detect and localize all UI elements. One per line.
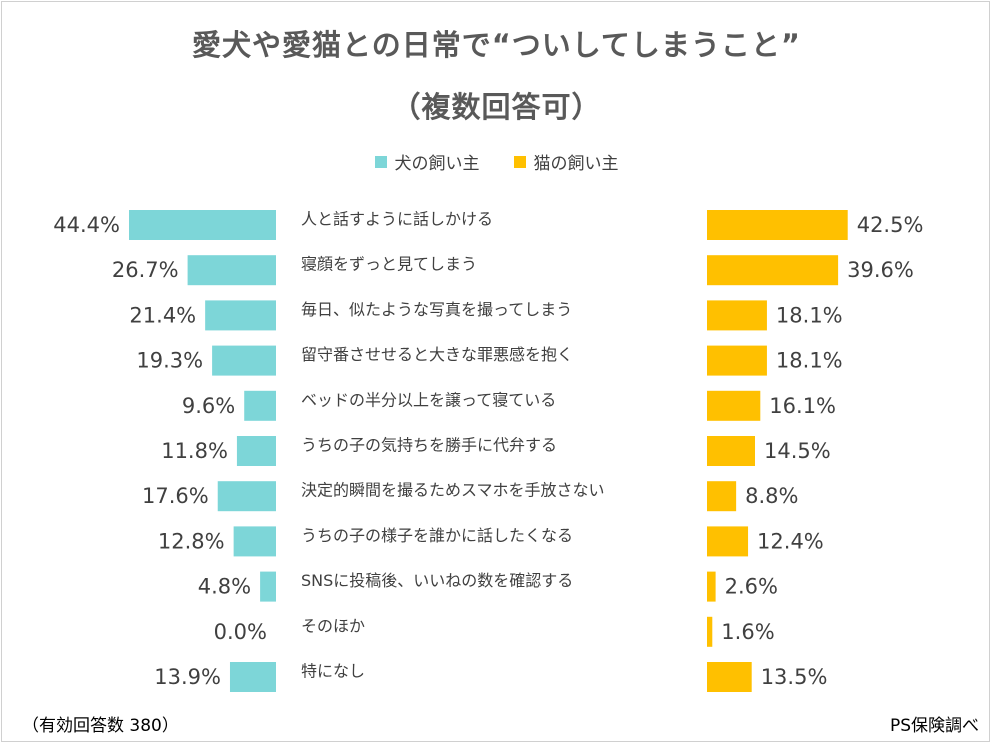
cat-bar	[707, 436, 756, 466]
cat-bar	[707, 481, 737, 512]
dog-value-label: 26.7%	[112, 258, 179, 282]
dog-bar	[244, 390, 276, 421]
cat-bar	[707, 210, 848, 240]
category-label: SNSに投稿後、いいねの数を確認する	[301, 571, 573, 590]
cat-value-label: 42.5%	[857, 213, 924, 237]
dog-value-label: 9.6%	[182, 394, 235, 418]
cat-bar	[707, 390, 761, 421]
legend-item-cat: 猫の飼い主	[513, 149, 619, 174]
dog-bar	[217, 481, 276, 512]
dog-value-label: 17.6%	[142, 484, 209, 508]
cat-bar	[707, 662, 752, 692]
cat-value-label: 1.6%	[721, 620, 774, 644]
cat-value-label: 8.8%	[745, 484, 798, 508]
cat-bar	[707, 345, 767, 376]
dog-bar	[229, 662, 276, 692]
source-note: PS保険調べ	[889, 716, 979, 736]
legend-label-cat: 猫の飼い主	[533, 154, 619, 174]
cat-bar	[707, 571, 716, 602]
cat-value-label: 16.1%	[769, 394, 836, 418]
dog-value-label: 4.8%	[198, 575, 251, 599]
chart-subtitle: （複数回答可）	[391, 90, 602, 124]
cat-value-label: 12.4%	[757, 529, 824, 553]
category-label: うちの子の気持ちを勝手に代弁する	[301, 436, 557, 455]
respondents-note: （有効回答数 380）	[22, 716, 179, 736]
dog-bar	[187, 255, 276, 286]
category-label: 決定的瞬間を撮るためスマホを手放さない	[301, 481, 605, 500]
cat-bar	[707, 616, 713, 647]
cat-value-label: 2.6%	[725, 575, 778, 599]
dog-value-label: 21.4%	[129, 303, 196, 327]
category-label: うちの子の様子を誰かに話したくなる	[301, 526, 573, 545]
legend-item-dog: 犬の飼い主	[374, 149, 480, 174]
category-label: 留守番させせると大きな罪悪感を抱く	[301, 345, 573, 364]
category-label: ベッドの半分以上を譲って寝ている	[301, 390, 556, 409]
cat-value-label: 39.6%	[847, 258, 914, 282]
category-label: そのほか	[301, 616, 365, 635]
dog-bar	[236, 436, 276, 466]
dog-value-label: 11.8%	[161, 439, 228, 463]
legend-swatch-dog	[374, 155, 387, 168]
dog-value-label: 19.3%	[136, 349, 203, 373]
category-label: 特になし	[301, 662, 365, 681]
cat-value-label: 13.5%	[761, 665, 828, 689]
cat-value-label: 14.5%	[764, 439, 831, 463]
dog-value-label: 13.9%	[154, 665, 221, 689]
cat-bar	[707, 300, 767, 331]
dog-bar	[212, 345, 276, 376]
cat-value-label: 18.1%	[776, 303, 843, 327]
chart-title: 愛犬や愛猫との日常で“ついしてしまうこと”	[192, 28, 801, 62]
cat-value-label: 18.1%	[776, 349, 843, 373]
category-label: 寝顔をずっと見てしまう	[301, 255, 477, 274]
legend-label-dog: 犬の飼い主	[394, 154, 480, 174]
category-label: 毎日、似たような写真を撮ってしまう	[301, 300, 572, 319]
category-label: 人と話すように話しかける	[301, 210, 493, 229]
dog-bar	[260, 571, 276, 602]
dog-value-label: 44.4%	[53, 213, 120, 237]
legend: 犬の飼い主 猫の飼い主	[0, 149, 993, 174]
cat-bar	[707, 255, 839, 286]
cat-bar	[707, 526, 749, 557]
dog-bar	[205, 300, 276, 331]
dog-value-label: 12.8%	[158, 529, 225, 553]
dog-value-label: 0.0%	[214, 620, 267, 644]
legend-swatch-cat	[513, 155, 526, 168]
dog-bar	[233, 526, 276, 557]
dog-bar	[129, 210, 276, 240]
